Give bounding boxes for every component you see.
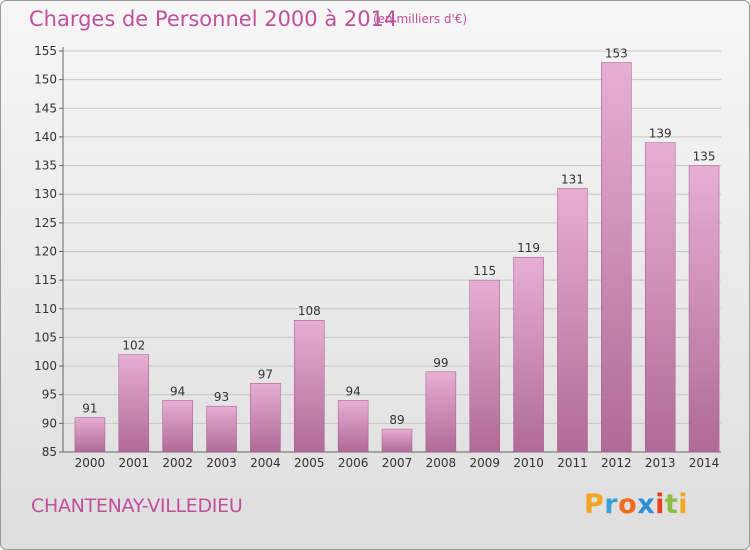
bar <box>74 417 106 453</box>
data-label: 131 <box>561 172 584 186</box>
x-tick-label: 2002 <box>162 456 193 470</box>
bar <box>469 279 500 453</box>
y-tick-label: 145 <box>34 101 57 115</box>
logo-letter: t <box>664 489 679 520</box>
bar <box>644 142 676 453</box>
y-tick-label: 90 <box>42 416 57 430</box>
y-tick-label: 135 <box>34 159 57 173</box>
place-name: CHANTENAY-VILLEDIEU <box>31 495 243 517</box>
x-tick-label: 2007 <box>382 456 413 470</box>
bar <box>513 256 544 453</box>
logo-letter: r <box>604 489 619 520</box>
logo-letter: i <box>655 489 665 520</box>
y-tick-label: 105 <box>34 330 57 344</box>
data-labels: 91 102 94 93 97 108 94 89 99 115 119 131 153 139 135 <box>82 46 715 427</box>
x-tick-label: 2008 <box>426 456 457 470</box>
x-tick-labels: 2000 2001 2002 2003 2004 2005 2006 2007 2008 2009… <box>75 456 720 470</box>
y-tick-label: 130 <box>34 187 57 201</box>
bar <box>601 62 632 453</box>
bar <box>688 165 720 453</box>
data-label: 115 <box>473 264 496 278</box>
bar <box>294 319 325 453</box>
bar <box>381 428 413 453</box>
bar <box>162 400 193 453</box>
logo-letter: P <box>584 489 605 520</box>
data-label: 153 <box>605 46 628 60</box>
data-label: 119 <box>517 241 540 255</box>
bar <box>337 400 369 453</box>
x-tick-label: 2005 <box>294 456 325 470</box>
bar <box>206 405 237 453</box>
x-tick-label: 2000 <box>75 456 106 470</box>
x-tick-label: 2014 <box>689 456 720 470</box>
data-label: 91 <box>82 402 97 416</box>
data-label: 99 <box>433 356 448 370</box>
x-tick-label: 2012 <box>601 456 632 470</box>
y-tick-labels: 85 90 95 100 105 110 115 120 125 130 135 140 145 150 1… <box>34 44 57 459</box>
y-tick-label: 85 <box>42 445 57 459</box>
data-label: 97 <box>258 367 273 381</box>
logo-letter: i <box>678 489 689 520</box>
logo-letter: x <box>637 489 656 520</box>
y-tick-label: 120 <box>34 245 57 259</box>
y-tick-label: 100 <box>34 359 57 373</box>
bar <box>425 371 457 453</box>
x-tick-label: 2004 <box>250 456 281 470</box>
x-tick-label: 2009 <box>469 456 500 470</box>
x-tick-label: 2006 <box>338 456 369 470</box>
data-label: 94 <box>345 384 360 398</box>
y-tick-label: 125 <box>34 216 57 230</box>
data-label: 139 <box>649 127 672 141</box>
chart-title: Charges de Personnel 2000 à 2014 <box>29 7 398 31</box>
data-label: 89 <box>389 413 404 427</box>
x-tick-label: 2010 <box>513 456 544 470</box>
bar <box>557 188 588 453</box>
data-label: 102 <box>122 339 145 353</box>
y-tick-label: 110 <box>34 302 57 316</box>
logo-letter: o <box>618 489 638 520</box>
x-tick-label: 2001 <box>119 456 150 470</box>
y-tick-label: 95 <box>42 388 57 402</box>
data-label: 93 <box>214 390 229 404</box>
proxiti-logo: Proxiti <box>584 489 688 520</box>
data-label: 94 <box>170 384 185 398</box>
data-label: 108 <box>298 304 321 318</box>
bars <box>74 62 720 453</box>
x-tick-label: 2003 <box>206 456 237 470</box>
chart-subtitle: (en milliers d'€) <box>373 12 468 26</box>
y-tick-label: 155 <box>34 44 57 58</box>
y-tick-label: 115 <box>34 273 57 287</box>
bar <box>118 354 150 453</box>
x-tick-label: 2013 <box>645 456 676 470</box>
y-tick-label: 150 <box>34 73 57 87</box>
data-label: 135 <box>693 150 716 164</box>
x-tick-label: 2011 <box>557 456 588 470</box>
bar <box>250 383 281 453</box>
y-tick-label: 140 <box>34 130 57 144</box>
